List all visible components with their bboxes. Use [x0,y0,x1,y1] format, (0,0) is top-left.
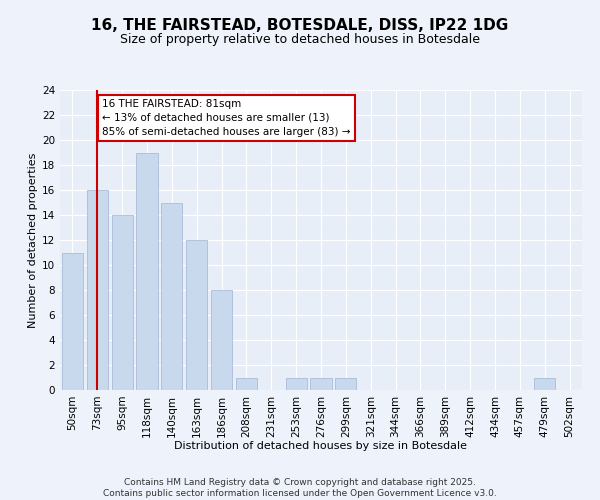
Bar [211,290,232,390]
Bar [335,378,356,390]
Bar [161,202,182,390]
Text: 16, THE FAIRSTEAD, BOTESDALE, DISS, IP22 1DG: 16, THE FAIRSTEAD, BOTESDALE, DISS, IP22… [91,18,509,32]
Bar [236,378,257,390]
Y-axis label: Number of detached properties: Number of detached properties [28,152,38,328]
Bar [136,152,158,390]
Bar [186,240,207,390]
X-axis label: Distribution of detached houses by size in Botesdale: Distribution of detached houses by size … [175,441,467,451]
Bar [62,252,83,390]
Bar [310,378,332,390]
Text: Contains HM Land Registry data © Crown copyright and database right 2025.
Contai: Contains HM Land Registry data © Crown c… [103,478,497,498]
Bar [112,215,133,390]
Text: Size of property relative to detached houses in Botesdale: Size of property relative to detached ho… [120,32,480,46]
Bar [87,190,108,390]
Bar [286,378,307,390]
Bar [534,378,555,390]
Text: 16 THE FAIRSTEAD: 81sqm
← 13% of detached houses are smaller (13)
85% of semi-de: 16 THE FAIRSTEAD: 81sqm ← 13% of detache… [102,99,351,136]
